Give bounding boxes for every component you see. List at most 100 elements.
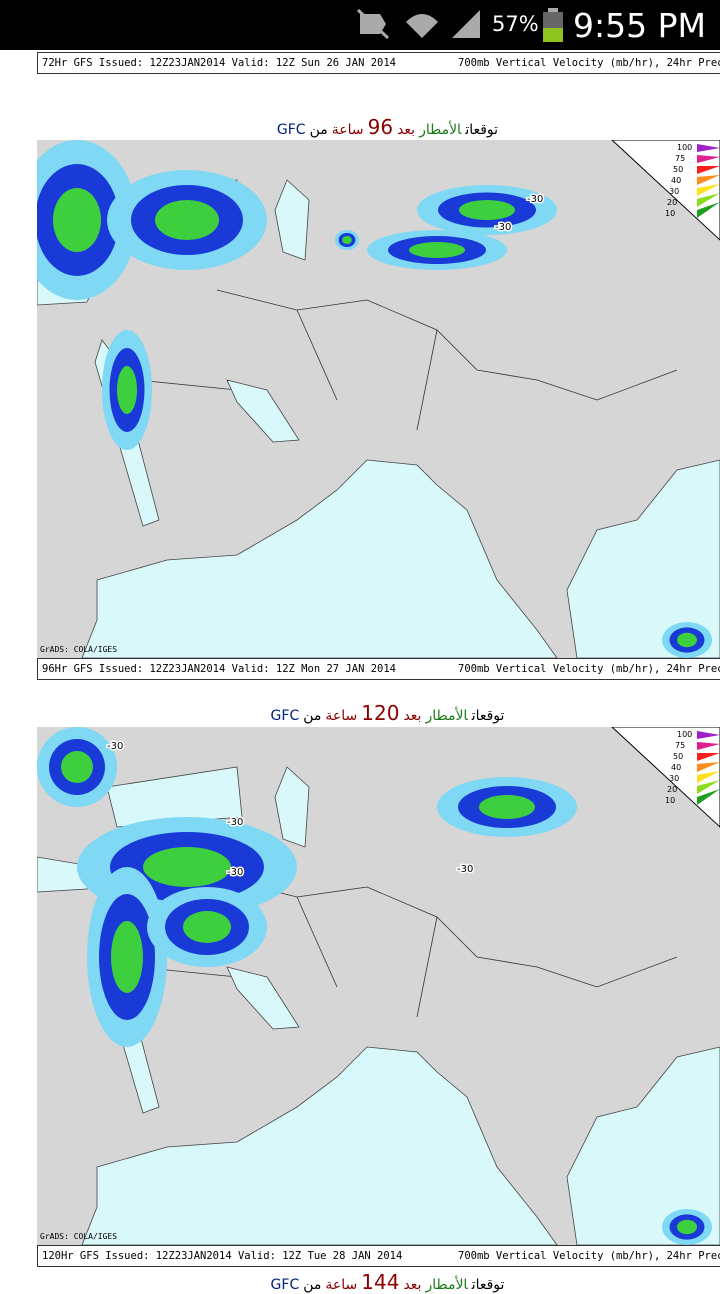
precip-heavy <box>459 200 515 220</box>
sea <box>566 1046 720 1245</box>
legend-wedge <box>697 202 720 218</box>
legend-label: 30 <box>669 774 679 783</box>
legend-wedge <box>697 144 720 152</box>
title-word: 144 <box>361 1270 400 1294</box>
legend-label: 30 <box>669 187 679 196</box>
title-text: توقعاتالأمطاربعد120ساعةمنGFC <box>269 701 507 725</box>
caption-right: 700mb Vertical Velocity (mb/hr), 24hr Pr… <box>458 1250 720 1262</box>
legend-wedge <box>697 731 720 739</box>
title-text: توقعاتالأمطاربعد96ساعةمنGFC <box>275 115 500 139</box>
legend-label: 50 <box>673 752 683 761</box>
battery-percent: 57% <box>492 12 539 36</box>
status-icons <box>356 8 480 40</box>
title-word: من <box>303 1277 322 1293</box>
panel-title: توقعاتالأمطاربعد120ساعةمنGFC <box>0 701 720 725</box>
contour-label: -30 <box>527 194 543 205</box>
precip-heavy <box>677 1219 697 1235</box>
map-caption: 120Hr GFS Issued: 12Z23JAN2014 Valid: 12… <box>37 1245 720 1267</box>
weather-map: 100 75 50 40 30 20 10 -30 -30 -30 -30 GrADS: COLA/I… <box>37 727 720 1245</box>
sea <box>226 966 300 1030</box>
legend-label: 50 <box>673 165 683 174</box>
contour-label: -30 <box>227 867 243 878</box>
legend-wedge <box>697 155 720 163</box>
legend-label: 40 <box>671 763 681 772</box>
title-word: ساعة <box>331 122 364 138</box>
title-word: توقعات <box>471 708 505 724</box>
title-word: GFC <box>270 708 300 724</box>
precip-heavy <box>677 632 697 648</box>
precip-heavy <box>143 847 231 887</box>
legend-wedge <box>697 789 720 805</box>
status-bar: 57% 9:55 PM <box>0 0 720 50</box>
precip-heavy <box>61 751 93 783</box>
sea <box>81 459 558 658</box>
precip-heavy <box>409 242 465 258</box>
caption-left: 72Hr GFS Issued: 12Z23JAN2014 Valid: 12Z… <box>42 57 397 69</box>
contour-label: -30 <box>107 741 123 752</box>
legend-label: 10 <box>665 209 675 218</box>
title-word: الأمطار <box>419 122 462 138</box>
legend-wedge <box>697 780 720 794</box>
sea <box>274 766 310 848</box>
legend-wedge <box>697 175 720 185</box>
legend-label: 10 <box>665 796 675 805</box>
legend-label: 100 <box>677 730 692 739</box>
legend-label: 20 <box>667 785 677 794</box>
borders <box>136 289 678 431</box>
precip-heavy <box>117 366 137 414</box>
precip-heavy <box>53 188 101 252</box>
weather-map: 100 75 50 40 30 20 10 -30 -30 GrADS: COLA/IGES <box>37 140 720 658</box>
title-word: ساعة <box>325 708 358 724</box>
legend-label: 40 <box>671 176 681 185</box>
contour-label: -30 <box>457 864 473 875</box>
sea <box>566 459 720 658</box>
sea <box>274 179 310 261</box>
title-word: توقعات <box>471 1277 505 1293</box>
title-word: GFC <box>270 1277 300 1293</box>
caption-left: 120Hr GFS Issued: 12Z23JAN2014 Valid: 12… <box>42 1250 403 1262</box>
clock: 9:55 PM <box>573 6 706 45</box>
credit: GrADS: COLA/IGES <box>40 645 117 654</box>
contour-label: -30 <box>227 817 243 828</box>
title-word: ساعة <box>325 1277 358 1293</box>
title-word: من <box>309 122 328 138</box>
title-word: بعد <box>403 1277 422 1293</box>
title-word: بعد <box>397 122 416 138</box>
sea <box>226 379 300 443</box>
legend-label: 75 <box>675 154 685 163</box>
title-word: من <box>303 708 322 724</box>
legend-corner <box>611 140 720 241</box>
caption-right: 700mb Vertical Velocity (mb/hr), 24hr Pr… <box>458 57 720 69</box>
panel-title: توقعاتالأمطاربعد96ساعةمنGFC <box>0 115 720 139</box>
title-word: الأمطار <box>425 1277 468 1293</box>
precip-heavy <box>183 911 231 943</box>
precip-heavy <box>111 921 143 993</box>
precip-heavy <box>342 236 352 244</box>
legend-label: 20 <box>667 198 677 207</box>
title-word: توقعات <box>465 122 499 138</box>
legend-label: 75 <box>675 741 685 750</box>
legend-wedge <box>697 184 720 196</box>
caption-left: 96Hr GFS Issued: 12Z23JAN2014 Valid: 12Z… <box>42 663 397 675</box>
legend-wedge <box>697 771 720 783</box>
legend-corner <box>611 727 720 828</box>
legend-wedge <box>697 742 720 750</box>
sea <box>81 1046 558 1245</box>
battery-icon <box>543 8 563 42</box>
legend-wedge <box>697 193 720 207</box>
title-word: GFC <box>276 122 306 138</box>
sea <box>106 766 243 828</box>
caption-right: 700mb Vertical Velocity (mb/hr), 24hr Pr… <box>458 663 720 675</box>
precip-heavy <box>155 200 219 240</box>
map-caption: 96Hr GFS Issued: 12Z23JAN2014 Valid: 12Z… <box>37 658 720 680</box>
legend-wedge <box>697 166 720 174</box>
borders <box>136 876 678 1018</box>
title-text: توقعاتالأمطاربعد144ساعةمنGFC <box>269 1270 507 1294</box>
legend-wedge <box>697 762 720 772</box>
title-word: الأمطار <box>425 708 468 724</box>
legend-label: 100 <box>677 143 692 152</box>
contour-label: -30 <box>495 222 511 233</box>
title-word: 120 <box>361 701 400 725</box>
next-title: توقعاتالأمطاربعد144ساعةمنGFC <box>0 1270 720 1294</box>
legend-wedge <box>697 753 720 761</box>
